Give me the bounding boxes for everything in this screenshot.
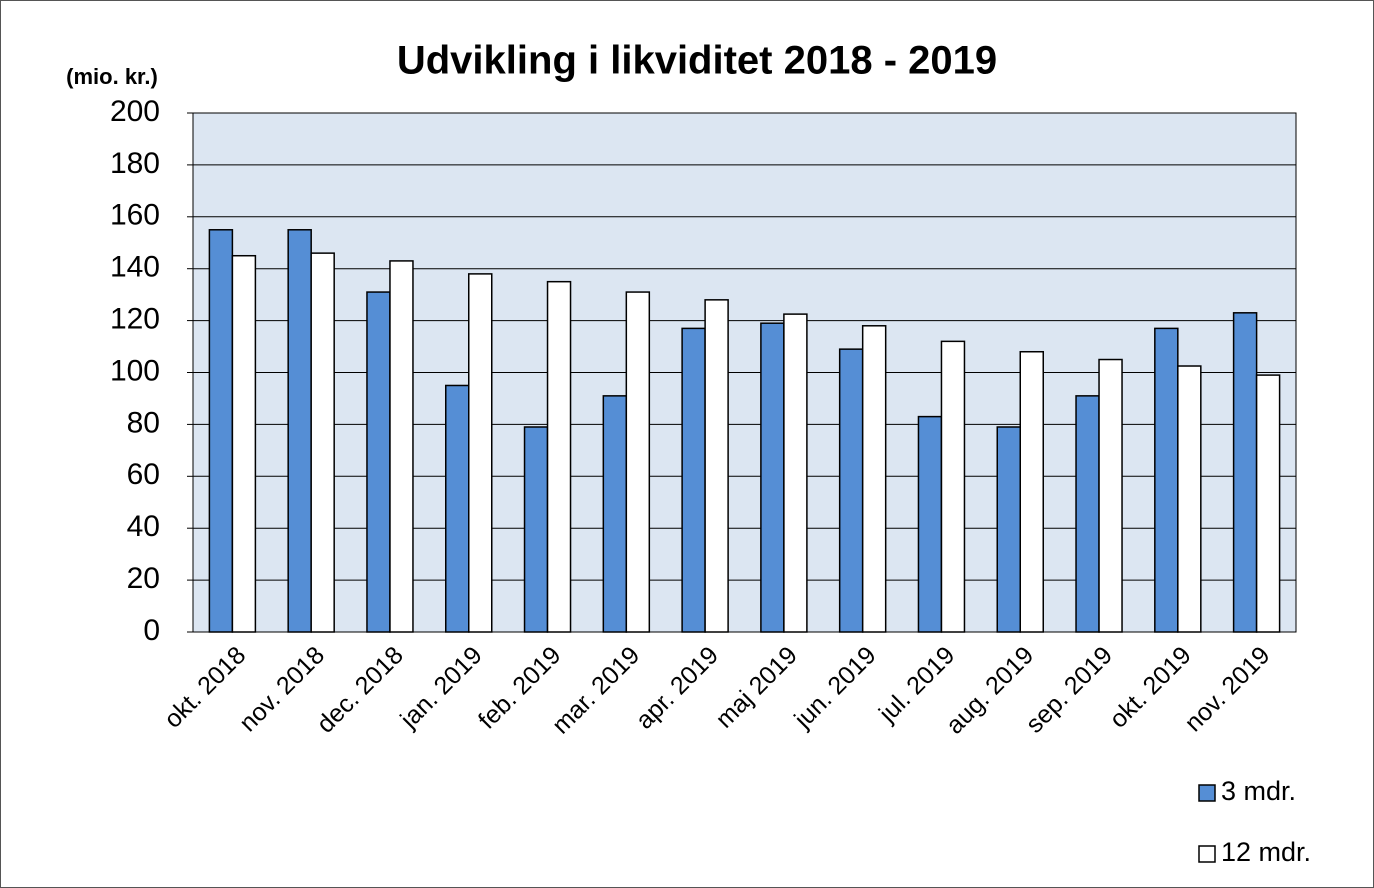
bar [445,384,470,633]
y-tick-label: 60 [127,458,160,491]
bar [231,254,257,633]
bar [287,229,312,633]
y-tick-label: 120 [110,303,160,336]
bar [1019,350,1044,633]
legend-swatch [1198,845,1216,863]
y-tick-label: 180 [110,147,160,180]
bar [1255,374,1281,633]
y-tick-label: 100 [110,354,160,387]
y-axis-label: (mio. kr.) [66,64,158,89]
bar [783,313,808,633]
bar [681,327,706,633]
bar [625,291,651,633]
bar [838,348,864,633]
bar [1098,358,1123,633]
y-tick-label: 200 [110,95,160,128]
chart-title: Udvikling i likviditet 2018 - 2019 [397,39,997,83]
bar [1232,312,1258,633]
bar [602,395,628,633]
bar [1154,327,1179,633]
y-tick-label: 20 [127,562,160,595]
bar [366,291,391,633]
bar [546,280,572,633]
legend-swatch [1198,784,1216,802]
bar [1177,365,1202,633]
bar [704,299,729,633]
y-tick-label: 160 [110,199,160,232]
y-tick-label: 0 [143,614,160,647]
bar [208,229,234,633]
legend-label: 12 mdr. [1221,837,1311,867]
bar [1075,395,1100,633]
legend-label: 3 mdr. [1221,776,1296,806]
y-tick-label: 140 [110,251,160,284]
bar [468,273,493,633]
bar [523,426,549,633]
y-tick-label: 40 [127,510,160,543]
bar [760,322,785,633]
bar [917,415,943,633]
bar [940,340,966,633]
bar [861,325,887,633]
bar [310,252,335,633]
y-tick-label: 80 [127,406,160,439]
bar [996,426,1021,633]
bar [389,260,414,633]
